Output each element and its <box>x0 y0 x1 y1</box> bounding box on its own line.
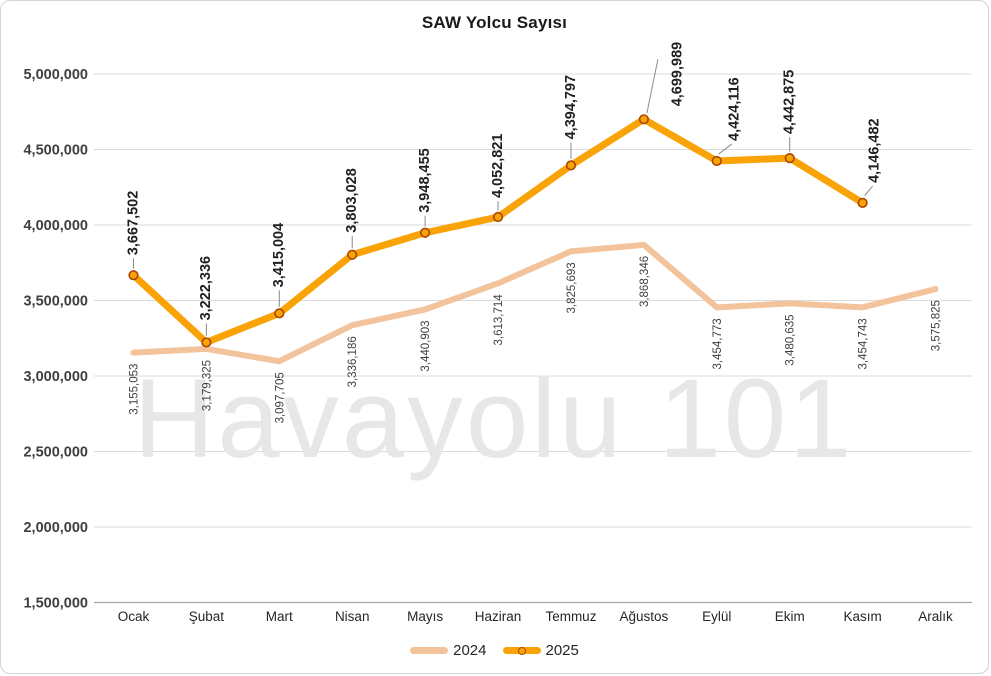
y-axis-tick-label: 3,500,000 <box>23 294 88 310</box>
data-label-2024-Eylül: 3,454,773 <box>712 318 724 369</box>
data-label-2025-Nisan: 3,803,028 <box>344 168 360 233</box>
y-axis-tick-label: 4,000,000 <box>23 218 88 234</box>
legend-label-2024: 2024 <box>453 642 487 659</box>
data-label-2024-Ocak: 3,155,053 <box>128 364 140 415</box>
data-label-2025-Eylül: 4,424,116 <box>727 77 743 141</box>
marker-2025-Temmuz <box>565 160 577 171</box>
marker-2025-Eylül <box>711 155 722 167</box>
x-axis-label-Haziran: Haziran <box>475 609 522 624</box>
marker-2025-Ocak <box>128 270 139 281</box>
x-axis-label-Ekim: Ekim <box>775 609 805 624</box>
watermark-text: Havayolu 101 <box>134 356 855 481</box>
marker-2025-Ekim <box>784 153 795 164</box>
legend-label-2025: 2025 <box>545 642 579 659</box>
x-axis-label-Mayıs: Mayıs <box>407 609 443 624</box>
legend-swatch-2025 <box>502 646 541 655</box>
x-axis-label-Temmuz: Temmuz <box>545 609 596 624</box>
marker-2025-Mart <box>274 308 285 319</box>
y-axis-tick-label: 1,500,000 <box>23 596 88 612</box>
x-axis-label-Mart: Mart <box>266 609 293 624</box>
data-label-2025-Temmuz: 4,394,797 <box>563 75 579 140</box>
data-label-2025-Mayıs: 3,948,455 <box>417 148 433 213</box>
data-label-2024-Aralık: 3,575,825 <box>931 300 943 351</box>
data-label-2024-Ağustos: 3,868,346 <box>639 256 651 307</box>
marker-2025-Kasım <box>857 197 868 208</box>
gridlines <box>94 73 972 604</box>
legend-item-2025: 2025 <box>502 642 579 659</box>
x-axis-label-Eylül: Eylül <box>702 609 731 624</box>
data-label-2025-Şubat: 3,222,336 <box>198 256 214 321</box>
label-leader-line <box>646 59 659 114</box>
data-series: 3,155,053 3,179,325 3,097,705 3,336,186 3,44… <box>125 42 942 424</box>
y-axis-tick-label: 2,500,000 <box>23 445 88 461</box>
data-label-2024-Mayıs: 3,440,903 <box>420 320 432 371</box>
marker-2025-Nisan <box>347 249 358 260</box>
data-label-2024-Nisan: 3,336,186 <box>347 336 359 387</box>
y-axis-tick-label: 4,500,000 <box>23 143 88 159</box>
legend-item-2024: 2024 <box>410 642 487 659</box>
marker-2025-Haziran <box>492 211 504 223</box>
data-label-2025-Haziran: 4,052,821 <box>490 134 506 199</box>
label-leader-line <box>864 185 874 197</box>
chart-legend: 2024 2025 <box>1 642 988 659</box>
data-label-2024-Mart: 3,097,705 <box>274 372 286 423</box>
label-leader-line <box>718 143 733 155</box>
data-label-2024-Şubat: 3,179,325 <box>201 360 213 411</box>
y-axis-tick-label: 2,000,000 <box>23 520 88 536</box>
data-label-2025-Ağustos: 4,699,989 <box>670 42 686 107</box>
legend-swatch-2024 <box>410 647 449 654</box>
data-label-2025-Ekim: 4,442,875 <box>782 70 798 135</box>
data-label-2024-Haziran: 3,613,714 <box>493 294 505 346</box>
x-axis-label-Nisan: Nisan <box>335 609 370 624</box>
x-axis-label-Kasım: Kasım <box>843 609 881 624</box>
data-label-2025-Mart: 3,415,004 <box>271 223 287 288</box>
marker-2025-Ağustos <box>638 114 649 125</box>
legend-marker-dot <box>517 646 526 655</box>
chart-title: SAW Yolcu Sayısı <box>421 13 568 32</box>
marker-2025-Mayıs <box>420 227 431 238</box>
data-label-2024-Ekim: 3,480,635 <box>785 314 797 365</box>
axis-labels: 1,500,000 2,000,000 2,500,000 3,000,000 3,50… <box>23 67 953 624</box>
x-axis-label-Şubat: Şubat <box>189 609 225 624</box>
data-label-2024-Kasım: 3,454,743 <box>858 318 870 369</box>
x-axis-label-Ağustos: Ağustos <box>619 609 668 624</box>
series-2024-line <box>130 241 939 365</box>
y-axis-tick-label: 5,000,000 <box>23 67 88 83</box>
data-label-2025-Ocak: 3,667,502 <box>125 191 141 256</box>
data-label-2025-Kasım: 4,146,482 <box>866 118 882 183</box>
x-axis-label-Ocak: Ocak <box>118 609 150 624</box>
data-label-2024-Temmuz: 3,825,693 <box>566 262 578 313</box>
marker-2025-Şubat <box>201 337 212 348</box>
y-axis-tick-label: 3,000,000 <box>23 369 88 385</box>
x-axis-label-Aralık: Aralık <box>918 609 953 624</box>
